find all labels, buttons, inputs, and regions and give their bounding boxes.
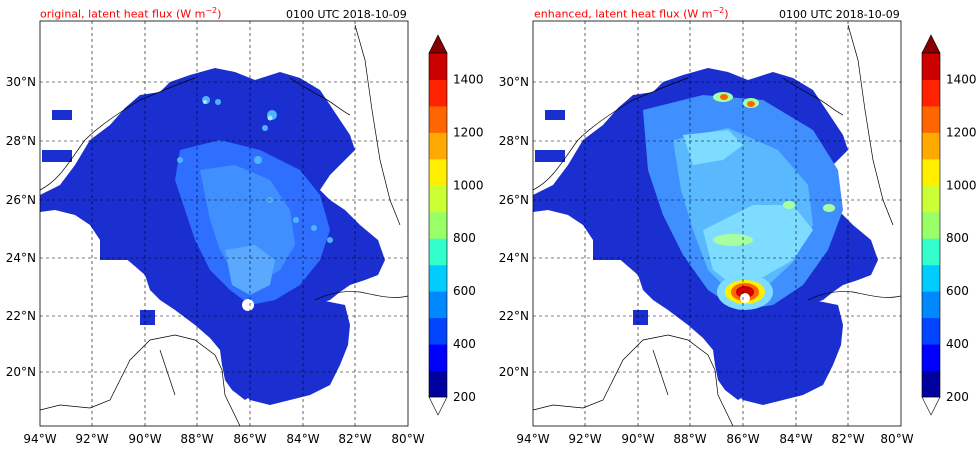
colorbar-segment	[922, 105, 940, 133]
map-svg: 30°N 28°N 26°N 24°N 22°N 20°N 94°W 92°W …	[6, 20, 484, 446]
lat-label: 24°N	[6, 251, 36, 265]
colorbar-segment	[922, 344, 940, 372]
map-frame	[532, 20, 902, 427]
colorbar-tick-label: 600	[453, 284, 476, 298]
colorbar-tick-label: 1400	[453, 72, 484, 86]
colorbar-tick-label: 800	[946, 231, 969, 245]
lat-label: 22°N	[6, 309, 36, 323]
colorbar-tick-label: 1400	[946, 72, 977, 86]
colorbar-segment	[922, 317, 940, 345]
colorbar-frame	[428, 52, 448, 398]
lon-label: 90°W	[128, 432, 161, 446]
flux-field-lower	[232, 300, 350, 405]
lat-label: 26°N	[6, 193, 36, 207]
colorbar-tick-label: 600	[946, 284, 969, 298]
lon-label: 82°W	[338, 432, 371, 446]
lon-label: 80°W	[880, 432, 913, 446]
lon-label: 92°W	[568, 432, 601, 446]
lon-label: 86°W	[726, 432, 759, 446]
colorbar-extend-under	[921, 396, 941, 416]
colorbar: 200 400 600 800 1000 1200 1400	[428, 34, 484, 416]
colorbar: 200 400 600 800 1000 1200 1400	[921, 34, 977, 416]
lon-label: 94°W	[23, 432, 56, 446]
lon-label: 84°W	[286, 432, 319, 446]
colorbar-segment	[922, 158, 940, 186]
colorbar-frame	[921, 52, 941, 398]
lon-label: 88°W	[180, 432, 213, 446]
colorbar-segment	[429, 264, 447, 292]
storm-core	[717, 274, 773, 310]
colorbar-segment	[429, 158, 447, 186]
lon-label: 94°W	[516, 432, 549, 446]
lat-label: 20°N	[6, 365, 36, 379]
colorbar-segment	[922, 238, 940, 266]
colorbar-extend-over	[428, 34, 448, 54]
storm-eye	[242, 299, 254, 311]
lat-label: 22°N	[499, 309, 529, 323]
colorbar-segment	[429, 238, 447, 266]
panel-title: original, latent heat flux (W m−2)	[40, 6, 222, 21]
colorbar-segment	[429, 185, 447, 213]
lat-label: 20°N	[499, 365, 529, 379]
colorbar-segment	[922, 370, 940, 398]
lat-label: 28°N	[6, 134, 36, 148]
colorbar-tick-label: 1200	[946, 125, 977, 139]
map-svg: 30°N 28°N 26°N 24°N 22°N 20°N 94°W 92°W …	[499, 20, 977, 446]
valid-time: 0100 UTC 2018-10-09	[286, 8, 407, 21]
colorbar-segment	[429, 105, 447, 133]
lat-label: 30°N	[499, 75, 529, 89]
lon-label: 92°W	[75, 432, 108, 446]
lon-label: 84°W	[779, 432, 812, 446]
valid-time: 0100 UTC 2018-10-09	[779, 8, 900, 21]
colorbar-segment	[922, 291, 940, 319]
colorbar-segment	[429, 79, 447, 107]
colorbar-segment	[429, 370, 447, 398]
colorbar-segment	[429, 211, 447, 239]
lat-label: 24°N	[499, 251, 529, 265]
lon-label: 88°W	[673, 432, 706, 446]
colorbar-tick-label: 400	[946, 337, 969, 351]
lat-label: 30°N	[6, 75, 36, 89]
colorbar-segment	[429, 53, 447, 80]
colorbar-tick-label: 200	[946, 390, 969, 404]
colorbar-tick-label: 800	[453, 231, 476, 245]
colorbar-segment	[429, 344, 447, 372]
lon-label: 90°W	[621, 432, 654, 446]
colorbar-extend-over	[921, 34, 941, 54]
colorbar-tick-label: 400	[453, 337, 476, 351]
colorbar-segment	[922, 79, 940, 107]
colorbar-tick-label: 1000	[946, 178, 977, 192]
panel-original: original, latent heat flux (W m−2) 0100 …	[6, 6, 484, 446]
colorbar-segment	[922, 211, 940, 239]
colorbar-tick-label: 200	[453, 390, 476, 404]
colorbar-segment	[922, 53, 940, 80]
colorbar-segment	[922, 264, 940, 292]
colorbar-segment	[429, 317, 447, 345]
lon-label: 80°W	[391, 432, 424, 446]
colorbar-extend-under	[428, 396, 448, 416]
lon-label: 82°W	[831, 432, 864, 446]
panel-enhanced: enhanced, latent heat flux (W m−2) 0100 …	[493, 0, 980, 451]
panel-title: enhanced, latent heat flux (W m−2)	[534, 6, 729, 21]
colorbar-segment	[922, 185, 940, 213]
colorbar-segment	[429, 291, 447, 319]
colorbar-segment	[922, 132, 940, 160]
colorbar-tick-label: 1200	[453, 125, 484, 139]
colorbar-tick-label: 1000	[453, 178, 484, 192]
lat-label: 26°N	[499, 193, 529, 207]
colorbar-segment	[429, 132, 447, 160]
map-frame	[39, 20, 409, 427]
lat-label: 28°N	[499, 134, 529, 148]
lon-label: 86°W	[233, 432, 266, 446]
